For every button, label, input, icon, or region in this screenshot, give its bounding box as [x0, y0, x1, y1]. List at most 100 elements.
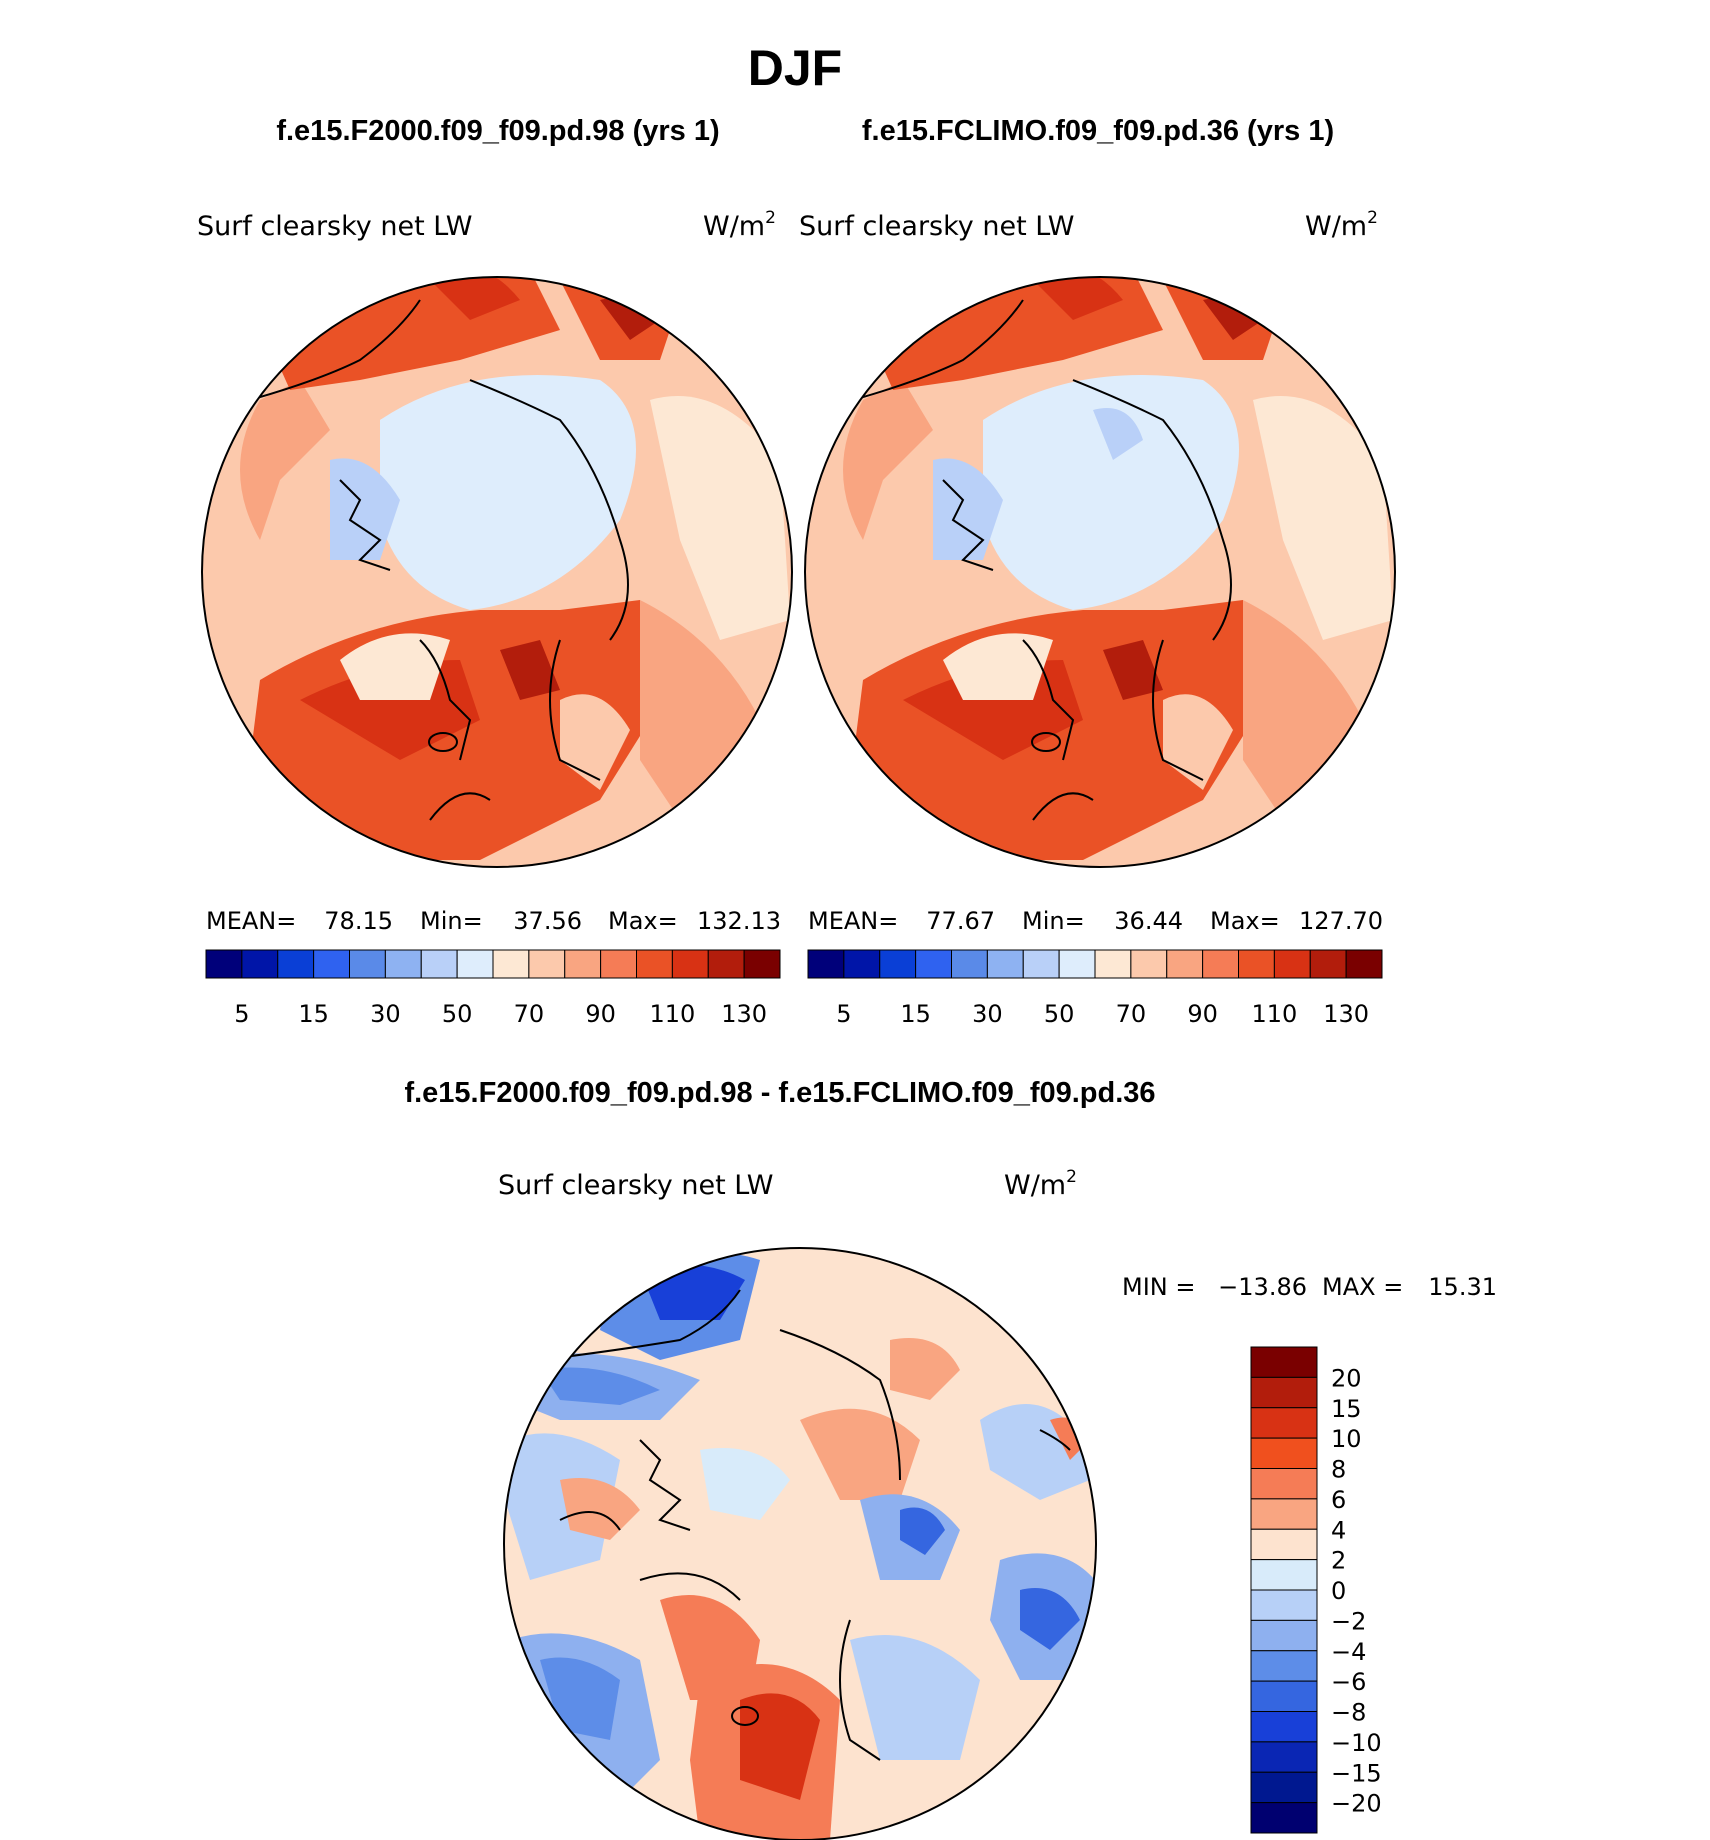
colorbar-tick-label: −10	[1331, 1729, 1382, 1757]
colorbar-tick-label: −20	[1331, 1790, 1382, 1818]
colorbar-tick-label: 5	[836, 1000, 851, 1028]
colorbar-swatch	[1250, 1407, 1318, 1439]
left-stats: MEAN= 78.15 Min= 37.56 Max= 132.13	[206, 907, 781, 935]
colorbar-tick-label: 20	[1331, 1364, 1362, 1392]
colorbar-swatch	[1273, 949, 1311, 979]
left-panel-title: f.e15.F2000.f09_f09.pd.98 (yrs 1)	[276, 115, 719, 147]
svg-text:132.13: 132.13	[697, 907, 781, 935]
colorbar-tick-label: −4	[1331, 1638, 1366, 1666]
colorbar-swatch	[456, 949, 494, 979]
colorbar-swatch	[1250, 1468, 1318, 1500]
colorbar-tick-label: 15	[298, 1000, 329, 1028]
svg-text:127.70: 127.70	[1299, 907, 1383, 935]
colorbar-swatch	[1250, 1528, 1318, 1561]
colorbar-swatch	[313, 949, 350, 979]
colorbar-swatch	[1238, 949, 1275, 979]
colorbar-swatch	[1250, 1711, 1318, 1743]
colorbar-swatch	[349, 949, 386, 979]
colorbar-tick-label: 10	[1331, 1425, 1362, 1453]
colorbar-tick-label: 50	[1044, 1000, 1075, 1028]
colorbar-swatch	[986, 949, 1024, 979]
colorbar-swatch	[1345, 949, 1383, 979]
colorbar-swatch	[241, 949, 279, 979]
colorbar-swatch	[277, 949, 315, 979]
colorbar-swatch	[1250, 1589, 1318, 1621]
colorbar-swatch	[1250, 1771, 1318, 1804]
colorbar-swatch	[384, 949, 422, 979]
colorbar-swatch	[1250, 1680, 1318, 1712]
colorbar-swatch	[1250, 1346, 1318, 1378]
colorbar-tick-label: 15	[900, 1000, 931, 1028]
colorbar-swatch	[879, 949, 917, 979]
svg-text:Min=: Min=	[420, 907, 483, 935]
right-units-label: W/m2	[1305, 208, 1378, 242]
colorbar-swatch	[915, 949, 952, 979]
difference-title: f.e15.F2000.f09_f09.pd.98 - f.e15.FCLIMO…	[404, 1077, 1155, 1109]
panel-right: Surf clearsky net LW W/m2	[799, 208, 1396, 1028]
colorbar-tick-label: 8	[1331, 1456, 1346, 1484]
colorbar-swatch	[1250, 1376, 1318, 1409]
colorbar-swatch	[743, 949, 781, 979]
colorbar-tick-label: 130	[721, 1000, 767, 1028]
svg-text:MAX =: MAX =	[1322, 1273, 1403, 1301]
right-variable-label: Surf clearsky net LW	[799, 211, 1075, 242]
left-colorbar: 5 15 30 50 70 90 110 130	[205, 949, 781, 1028]
colorbar-swatch	[707, 949, 745, 979]
colorbar-tick-label: 30	[972, 1000, 1003, 1028]
colorbar-swatch	[1250, 1559, 1318, 1591]
colorbar-tick-label: 90	[1187, 1000, 1218, 1028]
colorbar-swatch	[671, 949, 709, 979]
colorbar-tick-label: 2	[1331, 1547, 1346, 1575]
colorbar-swatch	[528, 949, 566, 979]
svg-text:MIN =: MIN =	[1122, 1273, 1195, 1301]
colorbar-tick-label: −8	[1331, 1699, 1366, 1727]
colorbar-tick-label: 0	[1331, 1577, 1346, 1605]
colorbar-swatch	[1022, 949, 1060, 979]
colorbar-swatch	[807, 949, 845, 979]
left-map-outline	[201, 276, 793, 868]
colorbar-swatch	[1250, 1619, 1318, 1652]
colorbar-swatch	[1250, 1498, 1318, 1530]
colorbar-swatch	[1250, 1802, 1318, 1834]
panel-left: Surf clearsky net LW W/m2	[197, 208, 793, 1028]
diff-variable-label: Surf clearsky net LW	[498, 1170, 774, 1201]
colorbar-tick-label: −15	[1331, 1759, 1382, 1787]
colorbar-swatch	[1309, 949, 1347, 979]
svg-text:−13.86: −13.86	[1218, 1273, 1307, 1301]
panel-difference: Surf clearsky net LW W/m2	[498, 1167, 1497, 1840]
svg-text:Min=: Min=	[1022, 907, 1085, 935]
colorbar-swatch	[492, 949, 530, 979]
colorbar-swatch	[564, 949, 602, 979]
main-title: DJF	[748, 40, 842, 96]
colorbar-tick-label: 4	[1331, 1516, 1346, 1544]
right-coastlines	[852, 299, 1232, 821]
left-variable-label: Surf clearsky net LW	[197, 211, 473, 242]
svg-text:MEAN=: MEAN=	[206, 907, 296, 935]
colorbar-swatch	[636, 949, 673, 979]
svg-text:Max=: Max=	[608, 907, 678, 935]
left-units-label: W/m2	[703, 208, 776, 242]
diff-map-field	[504, 1248, 1096, 1840]
right-map-outline	[804, 276, 1396, 868]
left-map-field	[202, 277, 792, 867]
colorbar-tick-label: 50	[442, 1000, 473, 1028]
colorbar-tick-label: 110	[649, 1000, 695, 1028]
diff-stats: MIN = −13.86 MAX = 15.31	[1122, 1273, 1497, 1301]
colorbar-swatch	[1250, 1650, 1318, 1682]
diff-map-outline	[503, 1247, 1097, 1840]
svg-text:15.31: 15.31	[1428, 1273, 1497, 1301]
colorbar-tick-label: 90	[585, 1000, 616, 1028]
left-coastlines	[249, 299, 629, 821]
colorbar-tick-label: 110	[1251, 1000, 1297, 1028]
colorbar-tick-label: 6	[1331, 1486, 1346, 1514]
colorbar-tick-label: 5	[234, 1000, 249, 1028]
right-colorbar: 5 15 30 50 70 90 110 130	[807, 949, 1383, 1028]
colorbar-tick-label: 130	[1323, 1000, 1369, 1028]
colorbar-swatch	[1130, 949, 1168, 979]
colorbar-tick-label: 70	[1116, 1000, 1147, 1028]
svg-text:36.44: 36.44	[1114, 907, 1183, 935]
diff-units-label: W/m2	[1004, 1167, 1077, 1201]
colorbar-tick-label: −6	[1331, 1668, 1366, 1696]
